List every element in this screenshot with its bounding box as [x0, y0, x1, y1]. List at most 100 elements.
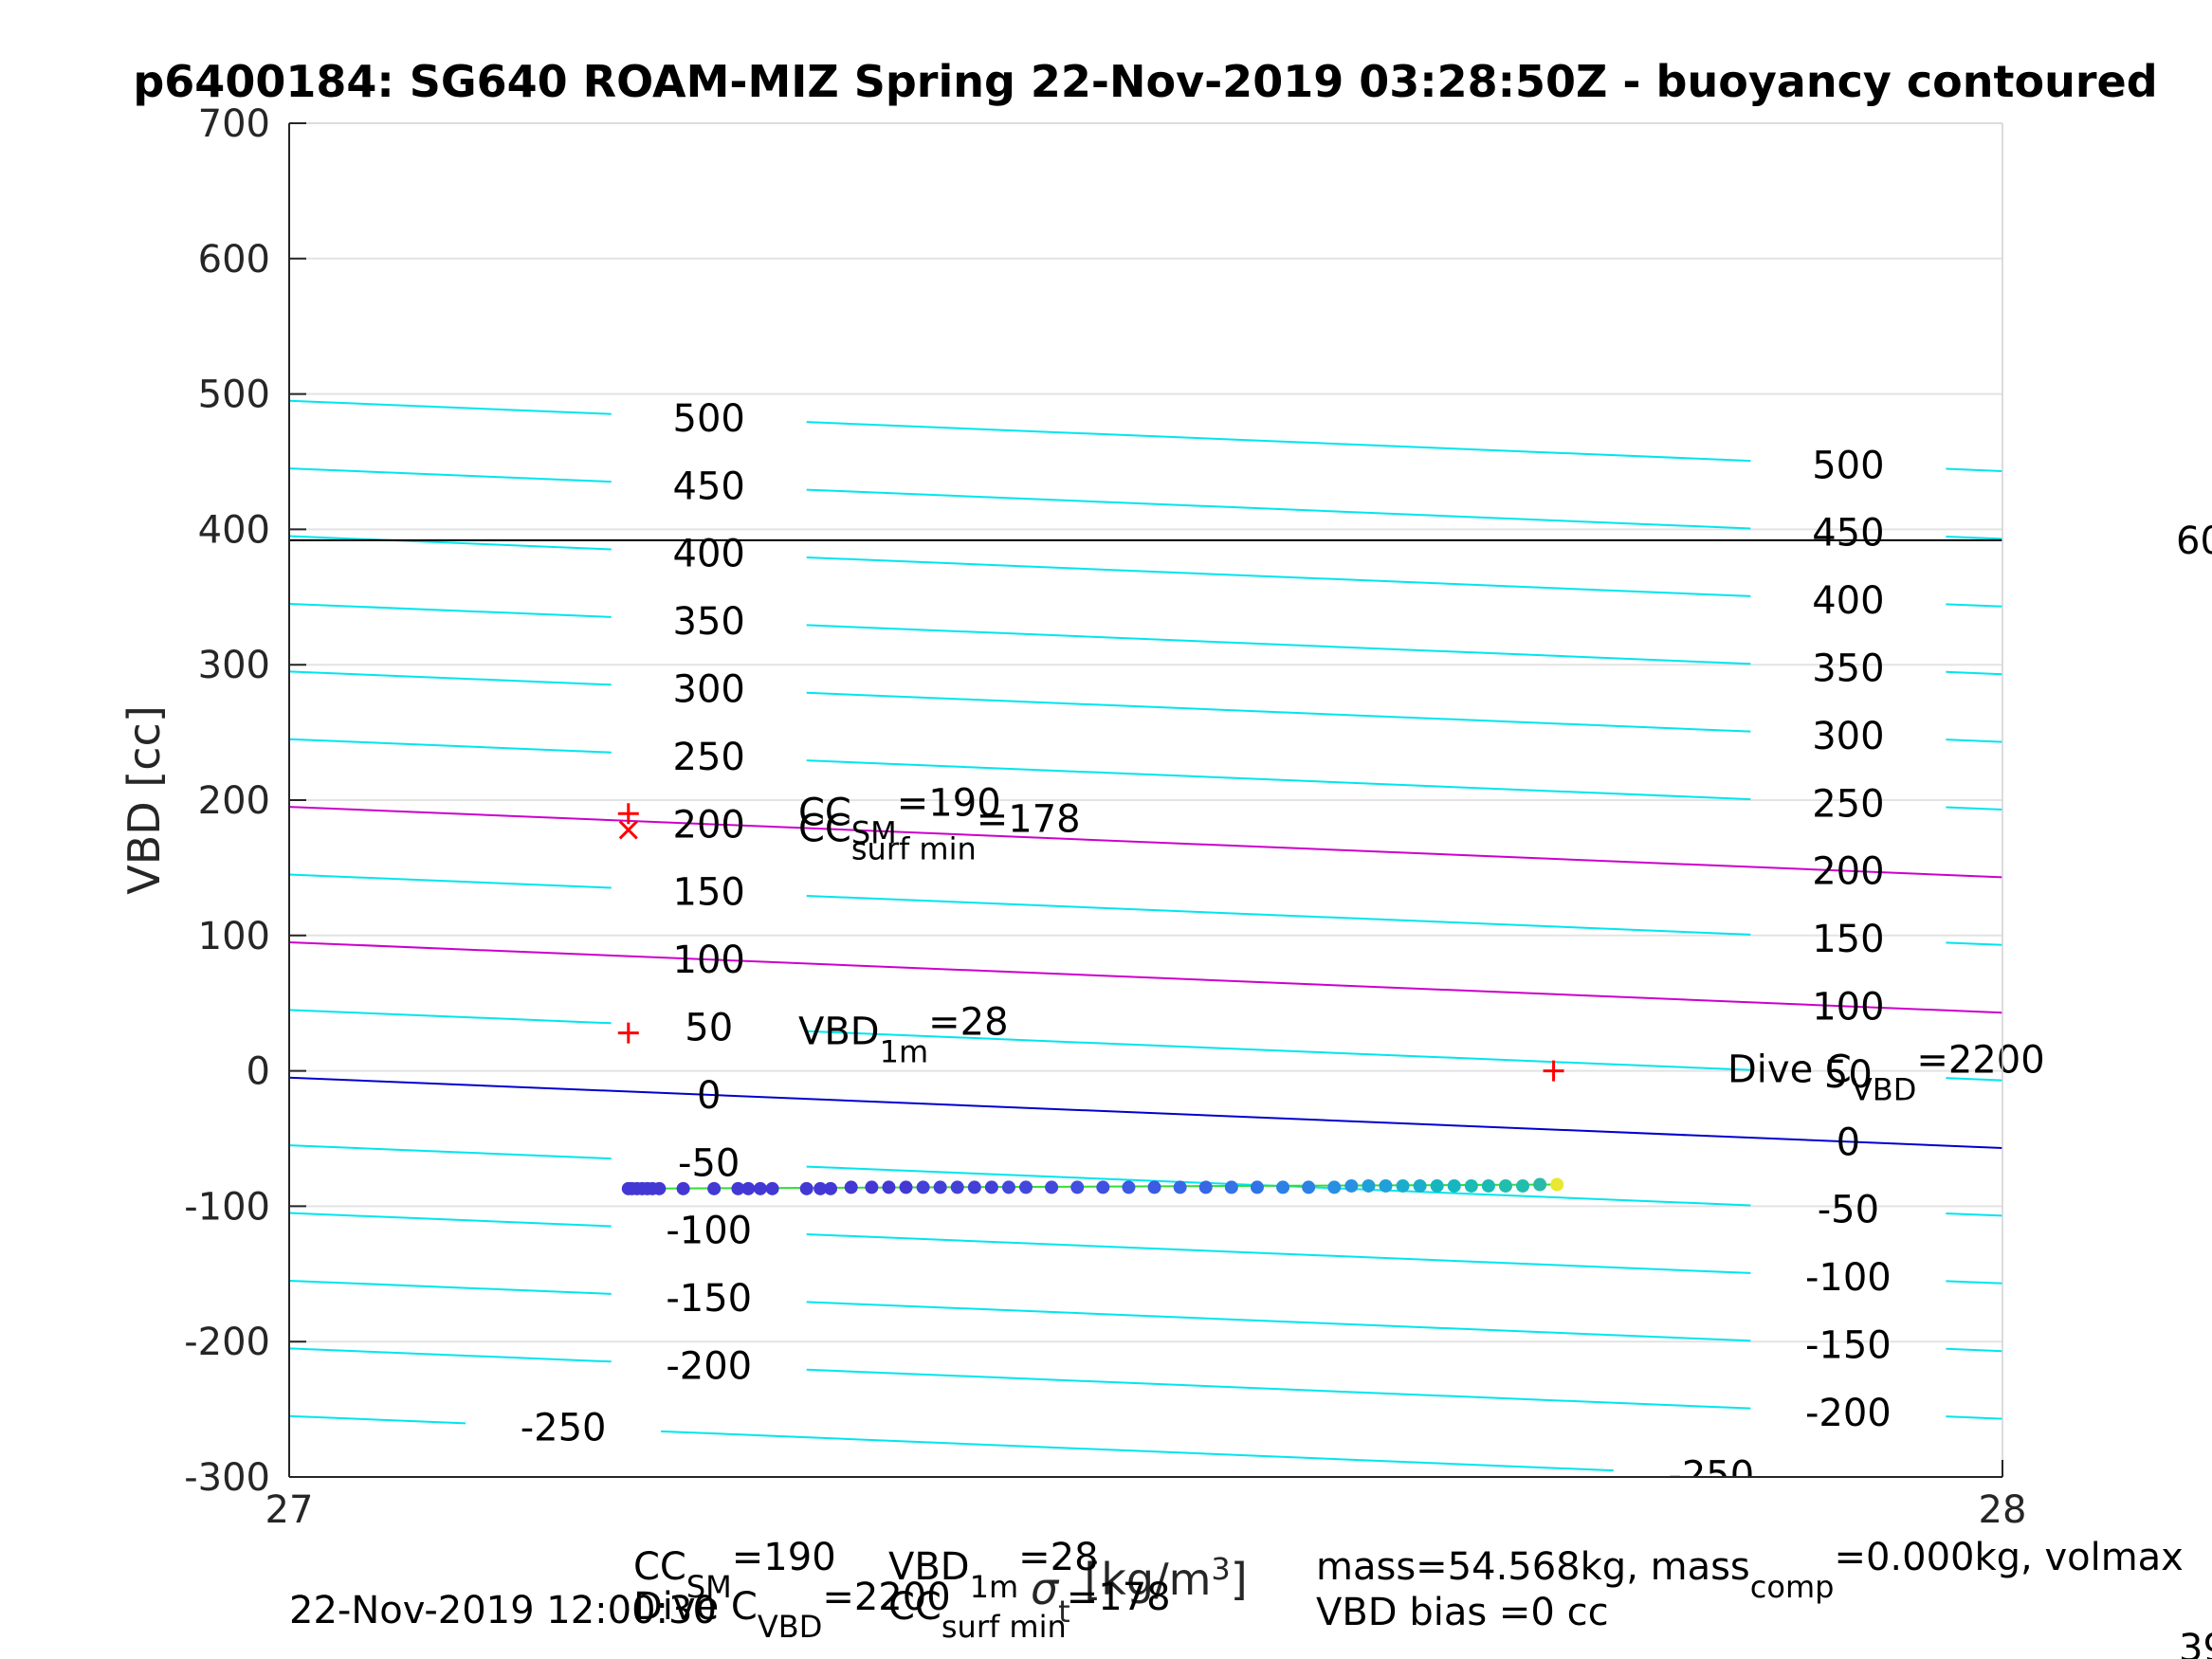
contour-label: 0: [1837, 1121, 1860, 1164]
data-point: [1396, 1178, 1410, 1193]
x-axis-label-text: σt [kg/m3]: [1031, 1551, 1248, 1630]
x-label-symbol: σ: [1031, 1563, 1060, 1614]
data-point: [1173, 1180, 1187, 1194]
footer-date: 22-Nov-2019 12:00:30: [289, 1589, 717, 1632]
contour-label: 450: [1812, 512, 1884, 556]
data-point: [1001, 1180, 1015, 1194]
contour-line: [1946, 1280, 2002, 1285]
x-tick-label: 27: [265, 1488, 314, 1532]
contour-label: 300: [673, 668, 745, 712]
footer-mass-sub: comp: [1750, 1569, 1835, 1605]
footer-bias: VBD bias =0 cc: [1316, 1591, 1609, 1634]
x-label-bracket: ]: [1231, 1554, 1248, 1605]
data-point: [676, 1181, 690, 1195]
footer-dive-cvbd-label: Dive C: [633, 1585, 758, 1629]
contour-label: -150: [666, 1277, 752, 1321]
marker-annotation-sub: surf min: [851, 830, 977, 866]
y-tick-label: 700: [198, 102, 270, 146]
data-point: [1250, 1180, 1264, 1194]
x-axis-label: σt [kg/m3]: [1031, 1551, 1248, 1630]
contour-label: 300: [1812, 715, 1884, 758]
chart-title: p6400184: SG640 ROAM-MIZ Spring 22-Nov-2…: [133, 56, 2157, 107]
contour-line: [806, 894, 1751, 936]
contour-line: [1946, 1347, 2002, 1353]
data-point: [1198, 1180, 1213, 1194]
y-tick-label: 400: [198, 508, 270, 552]
footer-mass-rest: =0.000kg, volmax: [1834, 1536, 2183, 1579]
contour-line: [1946, 738, 2002, 743]
data-point: [950, 1180, 964, 1194]
contour-line: [289, 535, 612, 551]
marker-annotation-value: =190: [897, 781, 1001, 825]
contour-label: -100: [666, 1210, 752, 1253]
data-point: [799, 1181, 814, 1195]
x-tick-label: 28: [1979, 1488, 2027, 1532]
data-point: [1413, 1178, 1427, 1193]
data-point: [741, 1181, 756, 1195]
footer-mass-text: mass=54.568kg, mass: [1316, 1545, 1750, 1589]
data-point: [899, 1180, 913, 1194]
footer-vbd-1m-value: =28: [1018, 1536, 1098, 1579]
contour-line: [806, 1301, 1751, 1342]
contour-label: -200: [666, 1345, 752, 1389]
contour-line: [1946, 941, 2002, 946]
buoyancy-contours: -250 -250 -200 -200 -150 -150 -100 -100 -50 -50 0 0…: [289, 397, 2002, 1477]
marker-annotation: CCSM=190: [798, 781, 1001, 850]
contour-line: [289, 1414, 466, 1425]
data-point: [1070, 1180, 1085, 1194]
marker-annotation-name: CC: [798, 791, 851, 834]
data-point: [1147, 1180, 1161, 1194]
contour-label: -50: [678, 1141, 740, 1185]
data-point: [707, 1181, 722, 1195]
contour-line: [289, 467, 612, 483]
contour-line: [289, 1279, 612, 1295]
data-point: [1447, 1178, 1461, 1193]
contour-line: [289, 670, 612, 686]
contour-line: [289, 1212, 612, 1228]
footer-cc-sm-label: CC: [633, 1545, 686, 1589]
footer-cc-surf-min: CCsurf min=178: [888, 1576, 1171, 1645]
contour-line: [289, 738, 612, 754]
footer-cc-surf-min-sub: surf min: [941, 1609, 1067, 1645]
data-point: [865, 1180, 879, 1194]
data-point: [1516, 1178, 1530, 1193]
grid: [289, 257, 2002, 1343]
footer-cc-surf-min-label: CC: [888, 1585, 941, 1629]
data-point: [814, 1181, 828, 1195]
y-tick-label: 300: [198, 644, 270, 687]
contour-label: 100: [673, 939, 745, 982]
contour-label: -200: [1805, 1392, 1892, 1435]
data-point: [1430, 1178, 1444, 1193]
contour-label: 400: [1812, 579, 1884, 623]
footer-cc-surf-min-value: =178: [1067, 1576, 1171, 1619]
data-point: [1362, 1178, 1376, 1193]
footer-vbd-1m: VBD1m=28: [888, 1536, 1099, 1605]
footer-cc-sm-value: =190: [732, 1536, 836, 1579]
contour-line: [1946, 535, 2002, 540]
footer-dive-cvbd-sub: VBD: [758, 1609, 822, 1645]
x-label-unit: [kg/m: [1070, 1554, 1212, 1605]
contour-line: [1946, 603, 2002, 608]
data-point: [933, 1180, 947, 1194]
y-tick-label: 0: [247, 1050, 270, 1094]
data-point: [1327, 1180, 1342, 1194]
contour-label: 500: [1812, 444, 1884, 487]
data-point: [1122, 1180, 1136, 1194]
contour-line: [806, 1232, 1751, 1274]
contour-label: 500: [673, 397, 745, 441]
contour-label: 200: [1812, 850, 1884, 894]
data-point: [984, 1180, 998, 1194]
contour-line: [806, 421, 1751, 463]
contour-line: [289, 806, 2002, 879]
right-edge-text-top: 60: [2176, 520, 2212, 563]
data-point: [1045, 1180, 1059, 1194]
contour-label: 350: [673, 600, 745, 644]
y-tick-label: 200: [198, 779, 270, 823]
contour-label: 50: [1824, 1053, 1873, 1097]
y-tick-label: -200: [184, 1321, 270, 1364]
footer-dive-cvbd: Dive CVBD=2200: [633, 1576, 951, 1645]
footer-cc-sm: CCSM=190: [633, 1536, 836, 1605]
data-points: [621, 1177, 1564, 1195]
